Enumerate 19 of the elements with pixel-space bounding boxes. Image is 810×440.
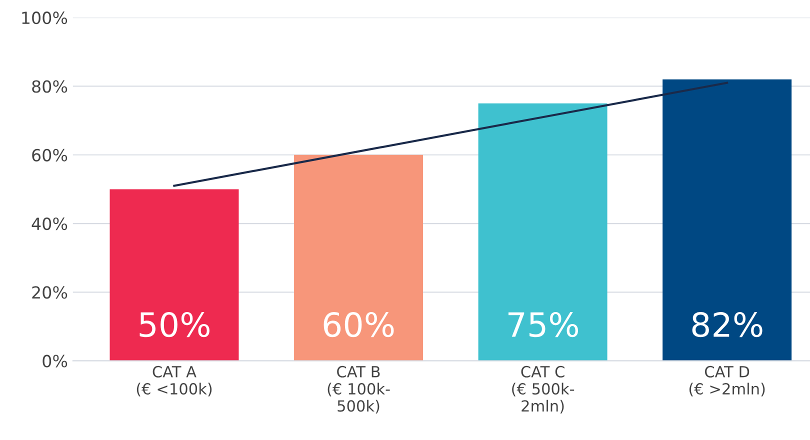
y-tick-label: 60% bbox=[32, 148, 68, 162]
bar bbox=[478, 103, 608, 361]
bar bbox=[662, 79, 792, 361]
x-tick-label: CAT D (€ >2mln) bbox=[689, 366, 765, 396]
x-tick-label: CAT A (€ <100k) bbox=[136, 366, 212, 396]
y-tick-label: 100% bbox=[22, 12, 68, 24]
line-series bbox=[173, 82, 728, 187]
data-label: 82% bbox=[692, 312, 762, 338]
bar bbox=[294, 154, 424, 361]
y-tick-label: 0% bbox=[42, 354, 68, 368]
data-label: 50% bbox=[140, 312, 210, 338]
data-label: 60% bbox=[324, 312, 394, 338]
x-tick-label: CAT C (€ 500k- 2mln) bbox=[512, 366, 574, 414]
x-tick-label: CAT B (€ 100k- 500k) bbox=[328, 366, 390, 414]
y-tick-label: 20% bbox=[32, 286, 68, 299]
y-tick-label: 80% bbox=[32, 80, 68, 93]
data-label: 75% bbox=[508, 312, 578, 338]
y-tick-label: 40% bbox=[32, 217, 68, 230]
bar bbox=[110, 189, 239, 361]
